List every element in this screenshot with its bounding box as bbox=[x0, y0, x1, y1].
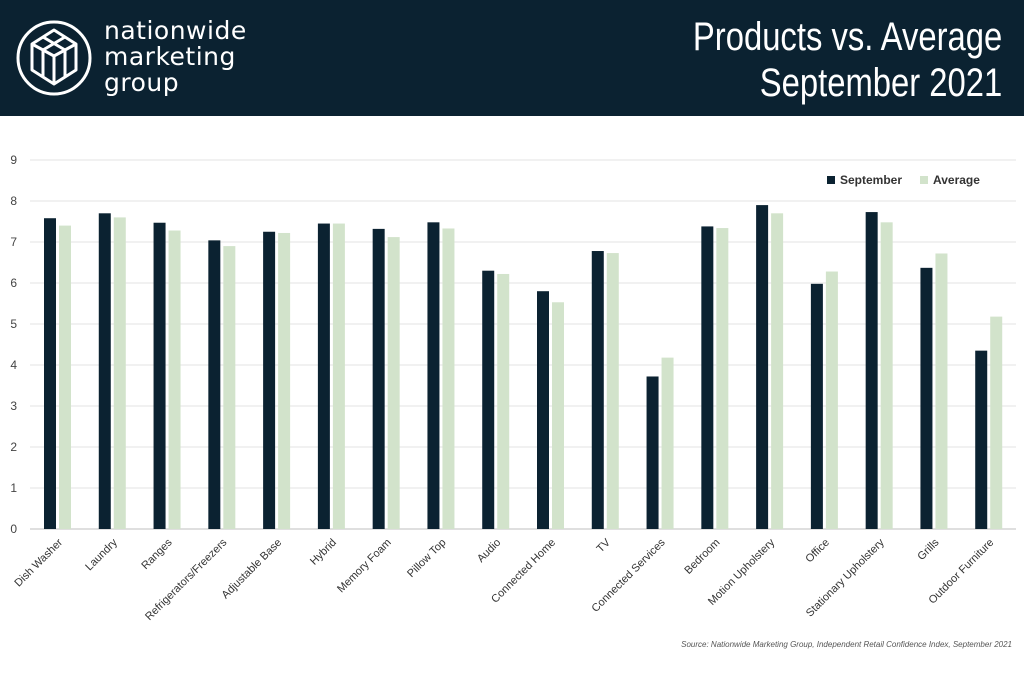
bar-september bbox=[427, 222, 440, 529]
x-tick-label: Memory Foam bbox=[335, 537, 394, 596]
x-tick-label: TV bbox=[594, 536, 613, 555]
bar-average bbox=[278, 232, 291, 529]
bar-average bbox=[59, 225, 71, 529]
bar-average bbox=[771, 213, 784, 530]
bar-average bbox=[716, 228, 729, 529]
bar-average bbox=[935, 253, 948, 530]
page-title: Products vs. Average September 2021 bbox=[693, 14, 1002, 106]
y-tick-label: 6 bbox=[10, 276, 17, 290]
y-tick-label: 5 bbox=[10, 317, 17, 331]
legend-label-september: September bbox=[840, 173, 902, 187]
source-note: Source: Nationwide Marketing Group, Inde… bbox=[681, 640, 1012, 649]
bar-september bbox=[263, 231, 276, 529]
bar-average bbox=[168, 230, 181, 529]
x-tick-label: Hybrid bbox=[308, 537, 339, 568]
bar-average bbox=[223, 246, 236, 529]
bar-september bbox=[153, 222, 166, 529]
legend-swatch-september bbox=[827, 176, 835, 184]
y-tick-label: 3 bbox=[10, 399, 17, 413]
legend-swatch-average bbox=[920, 176, 928, 184]
logo-icon bbox=[16, 20, 92, 96]
bar-average bbox=[990, 316, 1003, 529]
bar-average bbox=[442, 228, 455, 529]
bar-september bbox=[920, 267, 933, 529]
header-banner: nationwide marketing group Products vs. … bbox=[0, 0, 1024, 116]
bar-average bbox=[387, 237, 400, 529]
x-tick-label: Ranges bbox=[139, 536, 175, 572]
bar-september bbox=[482, 270, 495, 529]
y-tick-label: 1 bbox=[10, 481, 17, 495]
bar-september bbox=[975, 350, 988, 529]
legend-label-average: Average bbox=[933, 173, 980, 187]
x-tick-label: Adjustable Base bbox=[220, 537, 285, 602]
bar-average bbox=[332, 223, 345, 530]
y-tick-label: 7 bbox=[10, 235, 17, 249]
bar-average bbox=[497, 273, 510, 529]
bar-september bbox=[44, 218, 56, 529]
title-line-1: Products vs. Average bbox=[692, 15, 1002, 59]
brand-line-3: group bbox=[104, 68, 180, 97]
bar-september bbox=[208, 240, 221, 530]
x-tick-label: Office bbox=[803, 537, 832, 566]
bar-september bbox=[537, 291, 549, 529]
x-tick-label: Dish Washer bbox=[12, 536, 65, 589]
y-tick-label: 0 bbox=[10, 522, 17, 536]
bar-september bbox=[756, 205, 769, 529]
bar-september bbox=[701, 226, 714, 530]
bar-september bbox=[98, 213, 111, 530]
x-tick-label: Pillow Top bbox=[405, 537, 448, 580]
bar-average bbox=[825, 271, 838, 529]
bar-average bbox=[661, 357, 674, 529]
y-tick-label: 4 bbox=[10, 358, 17, 372]
bar-september bbox=[865, 212, 878, 529]
bar-average bbox=[880, 222, 893, 529]
y-tick-label: 2 bbox=[10, 440, 17, 454]
brand-line-1: nationwide bbox=[104, 16, 247, 45]
x-tick-label: Grills bbox=[915, 536, 942, 563]
x-tick-label: Bedroom bbox=[682, 537, 722, 577]
bar-average bbox=[606, 253, 619, 529]
title-line-2: September 2021 bbox=[759, 61, 1002, 105]
brand-name: nationwide marketing group bbox=[104, 18, 247, 96]
y-tick-label: 8 bbox=[10, 194, 17, 208]
x-tick-label: Audio bbox=[475, 537, 503, 565]
bar-september bbox=[646, 376, 659, 529]
bar-average bbox=[113, 217, 126, 529]
bar-september bbox=[317, 223, 330, 530]
bar-september bbox=[372, 228, 385, 529]
bar-september bbox=[810, 283, 823, 529]
x-tick-label: Laundry bbox=[83, 536, 120, 573]
brand-line-2: marketing bbox=[104, 42, 236, 71]
y-tick-label: 9 bbox=[10, 153, 17, 167]
bar-september bbox=[591, 251, 604, 529]
bar-average bbox=[552, 302, 564, 529]
